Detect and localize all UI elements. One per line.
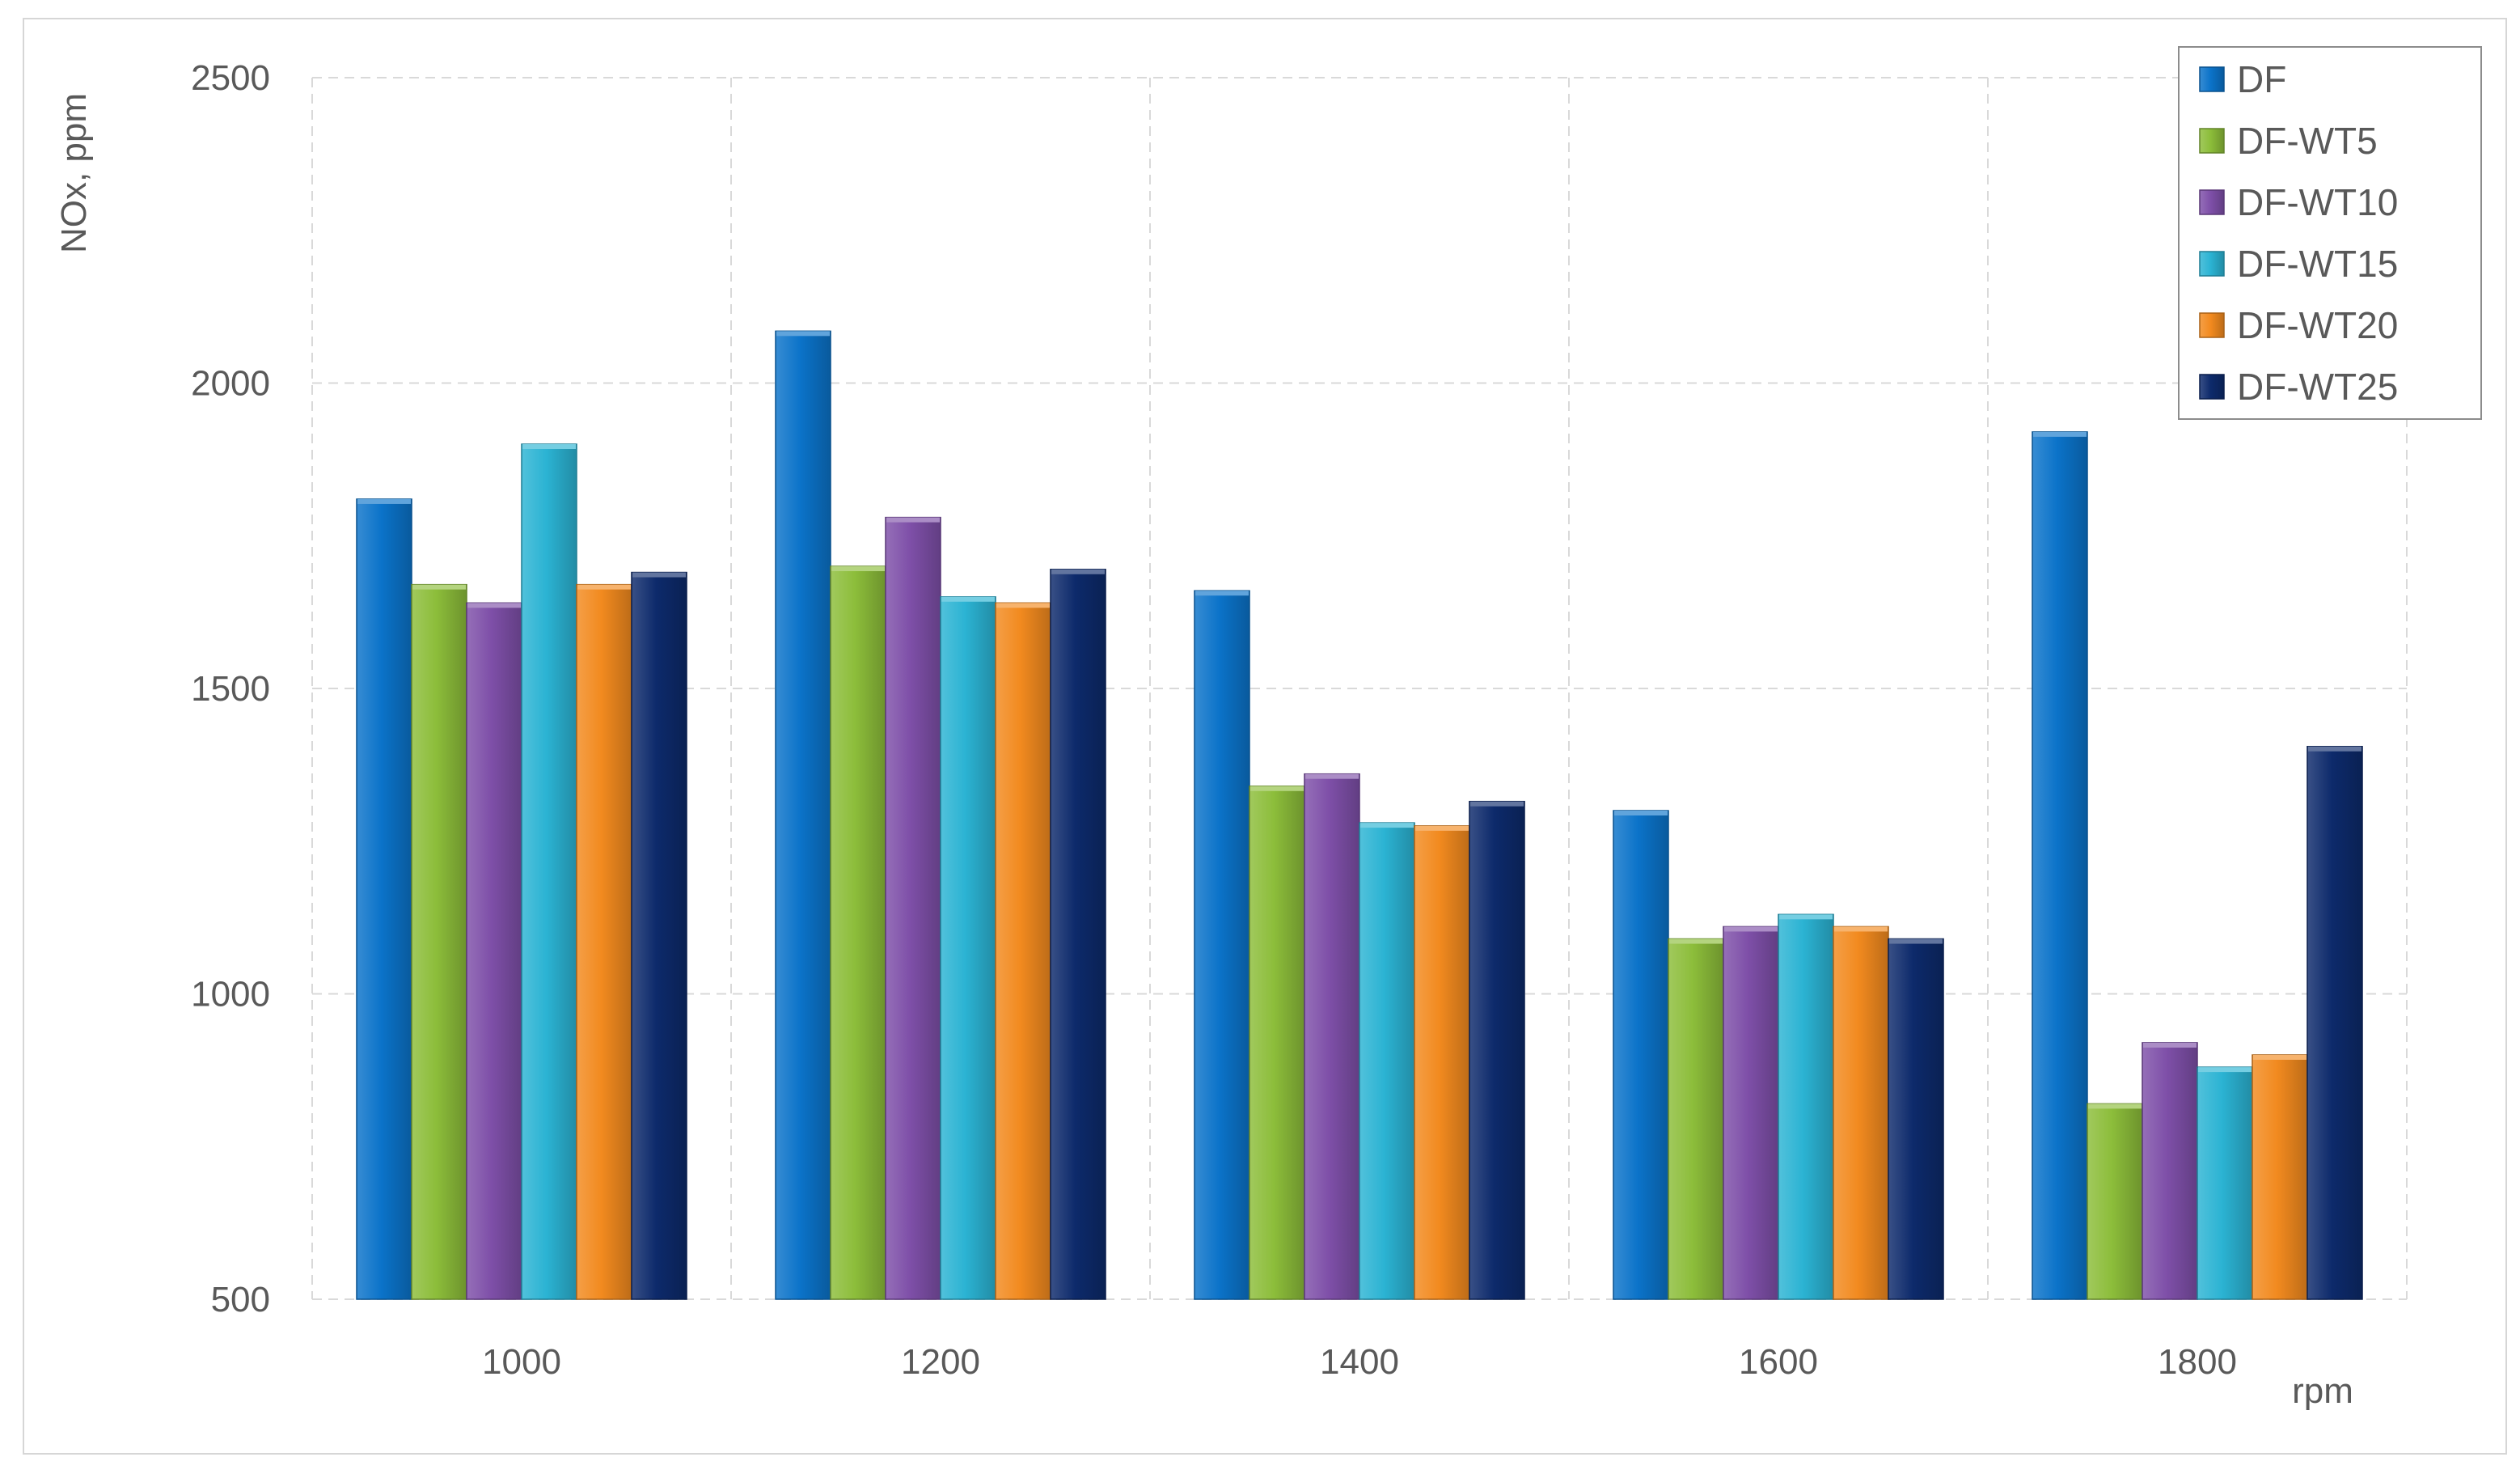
bar-df-wt10-1600 xyxy=(1723,925,1779,1300)
x-tick-label: 1800 xyxy=(2158,1342,2237,1382)
bar-top-highlight xyxy=(996,603,1050,608)
bar-top-highlight xyxy=(1250,786,1304,791)
x-axis-title: rpm xyxy=(2292,1371,2353,1411)
bar-top-highlight xyxy=(1614,811,1668,815)
x-axis-ticks: 1000 1200 1400 1600 1800 xyxy=(482,1342,2237,1382)
bar-top-highlight xyxy=(1724,926,1778,932)
bar-df-wt5-1400 xyxy=(1249,786,1305,1300)
legend-label: DF-WT20 xyxy=(2237,304,2398,346)
x-tick-label: 1200 xyxy=(901,1342,980,1382)
bars xyxy=(356,330,2363,1300)
chart-frame: 500 1000 1500 2000 2500 1000 1200 1400 1600 1800… xyxy=(23,18,2507,1455)
y-axis-ticks: 500 1000 1500 2000 2500 xyxy=(191,58,270,1319)
bar-df-wt20-1600 xyxy=(1833,925,1889,1300)
bar-top-highlight xyxy=(1470,801,1524,807)
bar-df-1400 xyxy=(1194,590,1250,1300)
legend-label: DF-WT15 xyxy=(2237,243,2398,285)
bar-top-highlight xyxy=(2308,746,2361,752)
bar-df-wt10-1000 xyxy=(466,602,522,1300)
bar-top-highlight xyxy=(522,444,576,449)
bar-top-highlight xyxy=(1195,591,1249,596)
bar-df-wt5-1000 xyxy=(411,583,467,1300)
bar-df-wt15-1000 xyxy=(521,443,577,1300)
legend-box xyxy=(2178,46,2482,420)
legend-swatch xyxy=(2199,312,2225,338)
bar-df-wt20-1200 xyxy=(995,602,1051,1300)
y-tick-label: 2500 xyxy=(191,58,270,98)
legend-label: DF-WT25 xyxy=(2237,366,2398,408)
bar-df-wt15-1200 xyxy=(940,596,996,1300)
y-tick-label: 2000 xyxy=(191,364,270,404)
bar-top-highlight xyxy=(2088,1103,2142,1109)
legend-swatch xyxy=(2199,128,2225,154)
y-tick-label: 1500 xyxy=(191,669,270,709)
legend-swatch xyxy=(2199,66,2225,92)
bar-df-wt5-1800 xyxy=(2087,1103,2143,1300)
bar-top-highlight xyxy=(1889,938,1943,944)
legend-label: DF-WT10 xyxy=(2237,181,2398,223)
bar-top-highlight xyxy=(357,498,411,504)
bar-top-highlight xyxy=(1415,825,1469,831)
bar-top-highlight xyxy=(2033,431,2087,437)
bar-df-wt15-1600 xyxy=(1778,913,1834,1300)
bar-top-highlight xyxy=(412,584,466,590)
bar-top-highlight xyxy=(2143,1042,2197,1048)
legend-label: DF xyxy=(2237,58,2286,100)
bar-top-highlight xyxy=(776,331,830,337)
bar-top-highlight xyxy=(1779,914,1833,920)
y-tick-label: 500 xyxy=(211,1280,270,1319)
bar-top-highlight xyxy=(1360,823,1414,828)
bar-chart: 500 1000 1500 2000 2500 1000 1200 1400 1600 1800… xyxy=(54,46,2482,1411)
bar-top-highlight xyxy=(467,603,521,608)
x-tick-label: 1000 xyxy=(482,1342,561,1382)
bar-df-wt15-1400 xyxy=(1359,822,1415,1300)
y-tick-label: 1000 xyxy=(191,975,270,1014)
legend-swatch xyxy=(2199,251,2225,277)
bar-df-wt25-1800 xyxy=(2306,745,2363,1300)
bar-df-wt5-1600 xyxy=(1668,938,1724,1300)
bar-df-wt20-1000 xyxy=(576,583,632,1300)
bar-df-wt25-1400 xyxy=(1469,800,1525,1300)
bar-df-wt25-1000 xyxy=(631,571,687,1300)
legend: DF DF-WT5 DF-WT10 DF-WT15 DF-WT20 DF-WT25 xyxy=(2178,46,2482,420)
bar-df-wt10-1200 xyxy=(885,516,941,1300)
bar-df-1000 xyxy=(356,498,412,1300)
x-tick-label: 1400 xyxy=(1320,1342,1399,1382)
legend-label: DF-WT5 xyxy=(2237,120,2378,162)
y-axis-title: NOx, ppm xyxy=(54,93,94,253)
bar-top-highlight xyxy=(1834,926,1888,932)
bar-top-highlight xyxy=(2198,1067,2252,1073)
bar-df-wt5-1200 xyxy=(830,565,886,1300)
bar-df-wt20-1400 xyxy=(1414,825,1470,1300)
bar-df-wt10-1400 xyxy=(1304,773,1360,1300)
bar-top-highlight xyxy=(577,584,631,590)
bar-df-1800 xyxy=(2032,431,2088,1300)
bar-top-highlight xyxy=(1051,569,1105,574)
bar-top-highlight xyxy=(886,517,940,523)
x-tick-label: 1600 xyxy=(1739,1342,1818,1382)
bar-top-highlight xyxy=(2253,1055,2306,1060)
bar-top-highlight xyxy=(632,572,686,578)
bar-df-wt25-1200 xyxy=(1050,569,1106,1300)
bar-df-1600 xyxy=(1613,810,1669,1300)
legend-swatch xyxy=(2199,189,2225,215)
bar-top-highlight xyxy=(941,596,995,602)
bar-df-wt20-1800 xyxy=(2252,1054,2308,1300)
bar-top-highlight xyxy=(831,566,885,571)
bar-top-highlight xyxy=(1305,773,1359,779)
bar-df-wt10-1800 xyxy=(2142,1042,2198,1300)
bar-top-highlight xyxy=(1669,938,1723,944)
legend-swatch xyxy=(2199,374,2225,400)
bar-df-wt15-1800 xyxy=(2197,1066,2253,1300)
bar-df-1200 xyxy=(775,330,831,1300)
bar-df-wt25-1600 xyxy=(1888,938,1944,1300)
